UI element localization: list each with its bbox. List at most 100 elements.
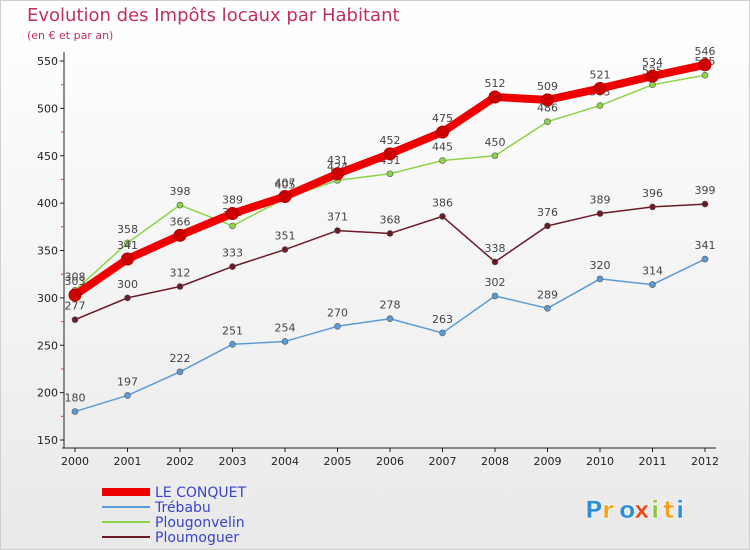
data-point-le-conquet	[436, 125, 449, 139]
x-tick-label: 2011	[639, 455, 667, 468]
data-point-le-conquet	[541, 93, 554, 107]
data-label-tr-babu: 289	[537, 288, 558, 301]
data-label-le-conquet: 431	[327, 154, 348, 167]
data-point-tr-babu	[176, 368, 184, 376]
data-point-le-conquet	[278, 189, 292, 203]
data-label-le-conquet: 341	[117, 239, 138, 252]
chart-subtitle: (en € et par an)	[27, 29, 114, 42]
data-point-tr-babu	[544, 304, 551, 312]
data-label-tr-babu: 314	[642, 265, 663, 278]
data-point-ploumoguer	[386, 230, 394, 237]
data-point-plougonvelin	[124, 239, 131, 247]
data-label-le-conquet: 303	[65, 275, 86, 288]
data-label-ploumoguer: 396	[642, 187, 663, 200]
data-point-tr-babu	[701, 255, 709, 263]
x-tick-label: 2002	[166, 455, 194, 468]
data-point-le-conquet	[226, 207, 239, 221]
x-tick-label: 2000	[61, 455, 89, 468]
logo-letter: P	[585, 496, 603, 524]
data-point-ploumoguer	[281, 246, 289, 253]
data-point-plougonvelin	[229, 222, 236, 230]
data-point-le-conquet	[698, 58, 712, 72]
y-tick-label: 500	[37, 102, 58, 115]
data-label-ploumoguer: 333	[222, 247, 243, 260]
data-label-ploumoguer: 389	[590, 194, 611, 207]
legend-label-plougonvelin: Plougonvelin	[155, 515, 245, 531]
y-tick-label: 200	[37, 387, 58, 400]
x-tick-label: 2003	[219, 455, 247, 468]
data-label-ploumoguer: 399	[695, 184, 716, 197]
data-point-tr-babu	[439, 329, 446, 337]
data-point-tr-babu	[649, 281, 656, 288]
data-label-le-conquet: 509	[537, 80, 558, 93]
y-tick-label: 150	[37, 434, 58, 447]
data-label-le-conquet: 366	[170, 215, 191, 228]
logo-letter: i	[676, 496, 684, 524]
data-label-tr-babu: 263	[432, 313, 453, 326]
x-tick-label: 2005	[324, 455, 352, 468]
y-tick-label: 300	[37, 292, 58, 305]
data-point-le-conquet	[646, 69, 659, 83]
y-tick-label: 450	[37, 150, 58, 163]
data-point-ploumoguer	[491, 258, 499, 266]
data-label-tr-babu: 278	[380, 299, 401, 312]
data-point-le-conquet	[173, 228, 187, 242]
logo-letter: i	[651, 496, 659, 524]
data-label-ploumoguer: 300	[117, 278, 138, 291]
series-line-le-conquet	[71, 60, 709, 300]
logo-letter: o	[619, 496, 636, 524]
data-label-plougonvelin: 398	[170, 185, 191, 198]
data-label-le-conquet: 452	[380, 134, 401, 147]
data-point-ploumoguer	[124, 294, 131, 302]
x-tick-label: 2006	[376, 455, 404, 468]
data-point-tr-babu	[229, 341, 236, 348]
y-tick-label: 550	[37, 55, 58, 68]
data-label-plougonvelin: 308	[65, 270, 86, 283]
data-point-ploumoguer	[439, 213, 446, 220]
data-label-plougonvelin: 486	[537, 102, 558, 115]
legend-label-tr-babu: Trébabu	[154, 500, 211, 516]
data-label-le-conquet: 534	[642, 56, 663, 69]
data-point-le-conquet	[68, 288, 82, 302]
x-tick-label: 2008	[481, 455, 509, 468]
data-label-tr-babu: 270	[327, 306, 348, 319]
data-point-tr-babu	[596, 275, 604, 283]
data-label-tr-babu: 302	[485, 276, 506, 289]
data-point-ploumoguer	[71, 316, 79, 323]
data-label-ploumoguer: 312	[170, 267, 191, 280]
data-point-le-conquet	[121, 252, 134, 266]
data-point-plougonvelin	[176, 201, 184, 209]
data-point-plougonvelin	[701, 71, 709, 79]
data-label-tr-babu: 180	[65, 392, 86, 405]
chart-title: Evolution des Impôts locaux par Habitant	[27, 5, 400, 26]
data-point-le-conquet	[488, 90, 502, 104]
logo-letter: t	[663, 496, 674, 524]
data-label-plougonvelin: 405	[275, 178, 296, 191]
legend-label-le-conquet: LE CONQUET	[155, 485, 246, 501]
y-tick-label: 350	[37, 245, 58, 258]
data-label-ploumoguer: 371	[327, 211, 348, 224]
data-label-tr-babu: 197	[117, 375, 138, 388]
legend-label-ploumoguer: Ploumoguer	[155, 530, 239, 546]
data-label-ploumoguer: 338	[485, 242, 506, 255]
data-point-tr-babu	[491, 292, 499, 300]
data-label-ploumoguer: 368	[380, 213, 401, 226]
data-point-tr-babu	[124, 392, 131, 399]
data-label-tr-babu: 251	[222, 324, 243, 337]
logo-letter: x	[634, 496, 650, 524]
data-label-le-conquet: 521	[590, 68, 611, 81]
data-label-tr-babu: 341	[695, 239, 716, 252]
data-point-ploumoguer	[701, 200, 709, 208]
data-point-ploumoguer	[176, 283, 184, 290]
data-point-tr-babu	[281, 338, 289, 345]
data-label-plougonvelin: 450	[485, 136, 506, 149]
data-point-plougonvelin	[491, 152, 499, 160]
data-point-ploumoguer	[229, 263, 236, 270]
x-tick-label: 2012	[691, 455, 719, 468]
x-tick-label: 2001	[114, 455, 142, 468]
data-label-plougonvelin: 445	[432, 140, 453, 153]
data-point-plougonvelin	[544, 118, 551, 125]
data-label-le-conquet: 475	[432, 112, 453, 125]
data-point-ploumoguer	[544, 222, 551, 230]
